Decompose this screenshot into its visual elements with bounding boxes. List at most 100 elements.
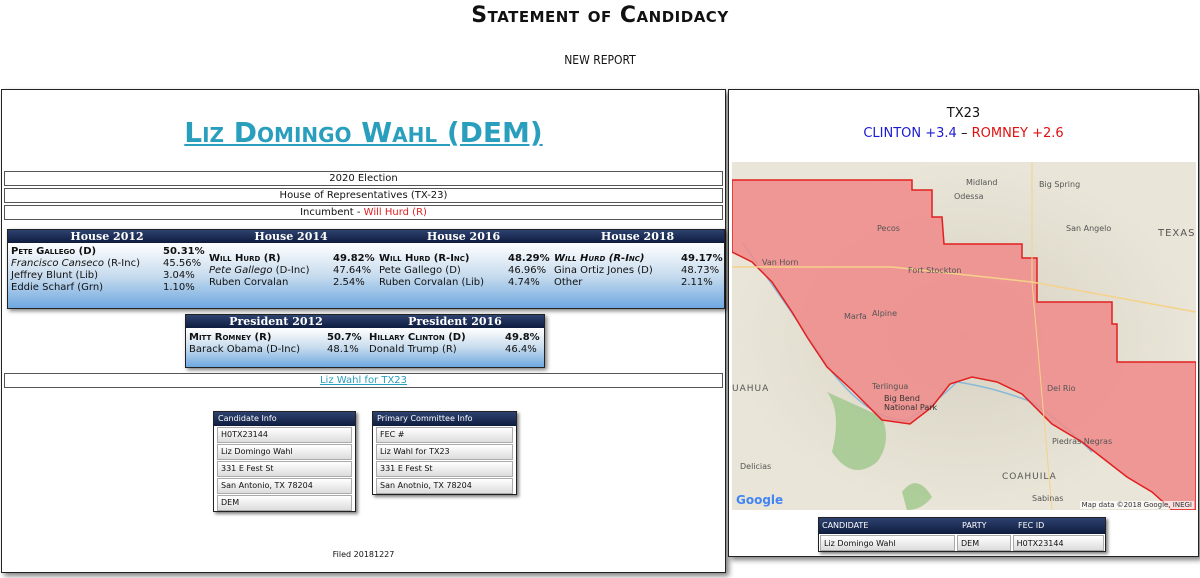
map-label: San Angelo (1066, 224, 1112, 233)
map-label: Piedras Negras (1052, 437, 1113, 446)
map-label: Pecos (877, 224, 900, 233)
district-boundary (732, 179, 1196, 510)
result-row: Ruben Corvalan (Lib) 4.74% (379, 277, 540, 288)
page-subtitle: NEW REPORT (564, 53, 636, 67)
map-label: Fort Stockton (908, 266, 962, 275)
house-2014-title: House 2014 (206, 230, 376, 243)
committee-info-title: Primary Committee Info (373, 412, 516, 426)
map-label: TEXAS (1158, 228, 1196, 239)
house-results-box: House 2012 Pete Gallego (D) 50.31% Franci… (7, 229, 725, 309)
map-credit[interactable]: Map data ©2018 Google, INEGI (1079, 501, 1194, 509)
election-text: 2020 Election (329, 173, 398, 184)
candidate-panel: Liz Domingo Wahl (DEM) 2020 Election Hou… (1, 89, 726, 573)
map-park-area (902, 483, 932, 510)
result-row: Donald Trump (R) 46.4% (369, 344, 537, 355)
map-label: Del Rio (1047, 384, 1076, 393)
map-label: Van Horn (762, 258, 799, 267)
margin-separator: – (956, 126, 972, 141)
committee-city: San Anotnio, TX 78204 (376, 478, 513, 494)
result-row: Will Hurd (R-Inc) 48.29% (379, 253, 550, 264)
incumbent-label: Incumbent - (300, 207, 361, 218)
committee-fec: FEC # (376, 427, 513, 443)
candidate-party: DEM (217, 495, 352, 511)
result-row: Eddie Scharf (Grn) 1.10% (11, 282, 195, 293)
president-results-box: President 2012 Mitt Romney (R) 50.7% Bara… (185, 314, 545, 368)
committee-street: 331 E Fest St (376, 461, 513, 477)
map-label: Delicias (740, 462, 772, 471)
cell-candidate: Liz Domingo Wahl (820, 535, 956, 551)
romney-margin: ROMNEY +2.6 (971, 126, 1064, 141)
map-label: COAHUILA (1002, 472, 1057, 482)
cell-party: DEM (957, 535, 1011, 551)
map-graphic (732, 162, 1196, 510)
map-label: Midland (966, 178, 998, 187)
page-title: Statement of Candidacy (471, 3, 729, 28)
result-row: Pete Gallego (D) 50.31% (11, 246, 205, 257)
map-label: Odessa (954, 192, 984, 201)
candidate-city: San Antonio, TX 78204 (217, 478, 352, 494)
result-row: Pete Gallego (D) 46.96% (379, 265, 547, 276)
table-row: Liz Domingo Wahl DEM H0TX23144 (819, 535, 1105, 551)
google-logo: Google (736, 493, 784, 507)
map-road (1031, 162, 1053, 510)
candidate-fec-id: H0TX23144 (217, 427, 352, 443)
map-label: Big Bend National Park (884, 394, 938, 412)
office-text: House of Representatives (TX-23) (279, 190, 448, 201)
president-2016-title: President 2016 (366, 315, 544, 328)
col-fec-id: FEC ID (1018, 521, 1045, 530)
house-2016-title: House 2016 (376, 230, 551, 243)
result-row: Hillary Clinton (D) 49.8% (369, 332, 540, 343)
result-row: Barack Obama (D-Inc) 48.1% (189, 344, 359, 355)
candidate-street: 331 E Fest St (217, 461, 352, 477)
house-2014: House 2014 Will Hurd (R) 49.82% Pete Gall… (206, 230, 376, 308)
committee-link[interactable]: Liz Wahl for TX23 (319, 375, 408, 386)
summary-table-header: CANDIDATE PARTY FEC ID (819, 518, 1105, 534)
map-label: Sabinas (1032, 494, 1064, 503)
district-name: TX23 (946, 106, 981, 121)
election-row: 2020 Election (4, 171, 723, 186)
committee-link-row: Liz Wahl for TX23 (4, 373, 723, 388)
map-label: UAHUA (732, 384, 770, 394)
col-candidate: CANDIDATE (822, 521, 869, 530)
map-label: Terlingua (872, 382, 909, 391)
committee-name: Liz Wahl for TX23 (376, 444, 513, 460)
map-road (732, 266, 1196, 313)
result-row: Will Hurd (R-Inc) 49.17% (554, 253, 723, 264)
house-2018: House 2018 Will Hurd (R-Inc) 49.17% Gina … (551, 230, 724, 308)
house-2018-title: House 2018 (551, 230, 724, 243)
result-row: Other 2.11% (554, 277, 713, 288)
house-2012-title: House 2012 (8, 230, 206, 243)
committee-info-table: Primary Committee Info FEC # Liz Wahl fo… (372, 411, 517, 495)
district-margin: CLINTON +3.4 – ROMNEY +2.6 (729, 126, 1198, 141)
filed-date: Filed 20181227 (332, 550, 395, 559)
map-label: Marfa (844, 312, 867, 321)
map-park-area (827, 392, 886, 470)
cell-fec-id: H0TX23144 (1012, 535, 1104, 551)
result-row: Mitt Romney (R) 50.7% (189, 332, 362, 343)
col-party: PARTY (962, 521, 987, 530)
house-2012: House 2012 Pete Gallego (D) 50.31% Franci… (8, 230, 206, 308)
candidate-info-title: Candidate Info (214, 412, 355, 426)
district-panel: TX23 CLINTON +3.4 – ROMNEY +2.6 (728, 89, 1199, 557)
president-2012: President 2012 Mitt Romney (R) 50.7% Bara… (186, 315, 366, 367)
house-2016: House 2016 Will Hurd (R-Inc) 48.29% Pete … (376, 230, 551, 308)
office-row: House of Representatives (TX-23) (4, 188, 723, 203)
incumbent-name: Will Hurd (R) (363, 207, 427, 218)
result-row: Ruben Corvalan 2.54% (209, 277, 365, 288)
map-label: Alpine (872, 309, 897, 318)
president-2016: President 2016 Hillary Clinton (D) 49.8% … (366, 315, 544, 367)
result-row: Jeffrey Blunt (Lib) 3.04% (11, 270, 195, 281)
president-2012-title: President 2012 (186, 315, 366, 328)
candidate-summary-table: CANDIDATE PARTY FEC ID Liz Domingo Wahl … (818, 517, 1106, 552)
result-row: Francisco Canseco (R-Inc) 45.56% (11, 258, 202, 269)
candidate-info-table: Candidate Info H0TX23144 Liz Domingo Wah… (213, 411, 356, 512)
district-map[interactable]: Midland Odessa Big Spring San Angelo TEX… (732, 162, 1196, 510)
result-row: Will Hurd (R) 49.82% (209, 253, 375, 264)
map-label: Big Spring (1039, 180, 1081, 189)
clinton-margin: CLINTON +3.4 (863, 126, 957, 141)
candidate-name-link[interactable]: Liz Domingo Wahl (DEM) (184, 116, 543, 149)
result-row: Gina Ortiz Jones (D) 48.73% (554, 265, 720, 276)
result-row: Pete Gallego (D-Inc) 47.64% (209, 265, 372, 276)
incumbent-row: Incumbent - Will Hurd (R) (4, 205, 723, 220)
